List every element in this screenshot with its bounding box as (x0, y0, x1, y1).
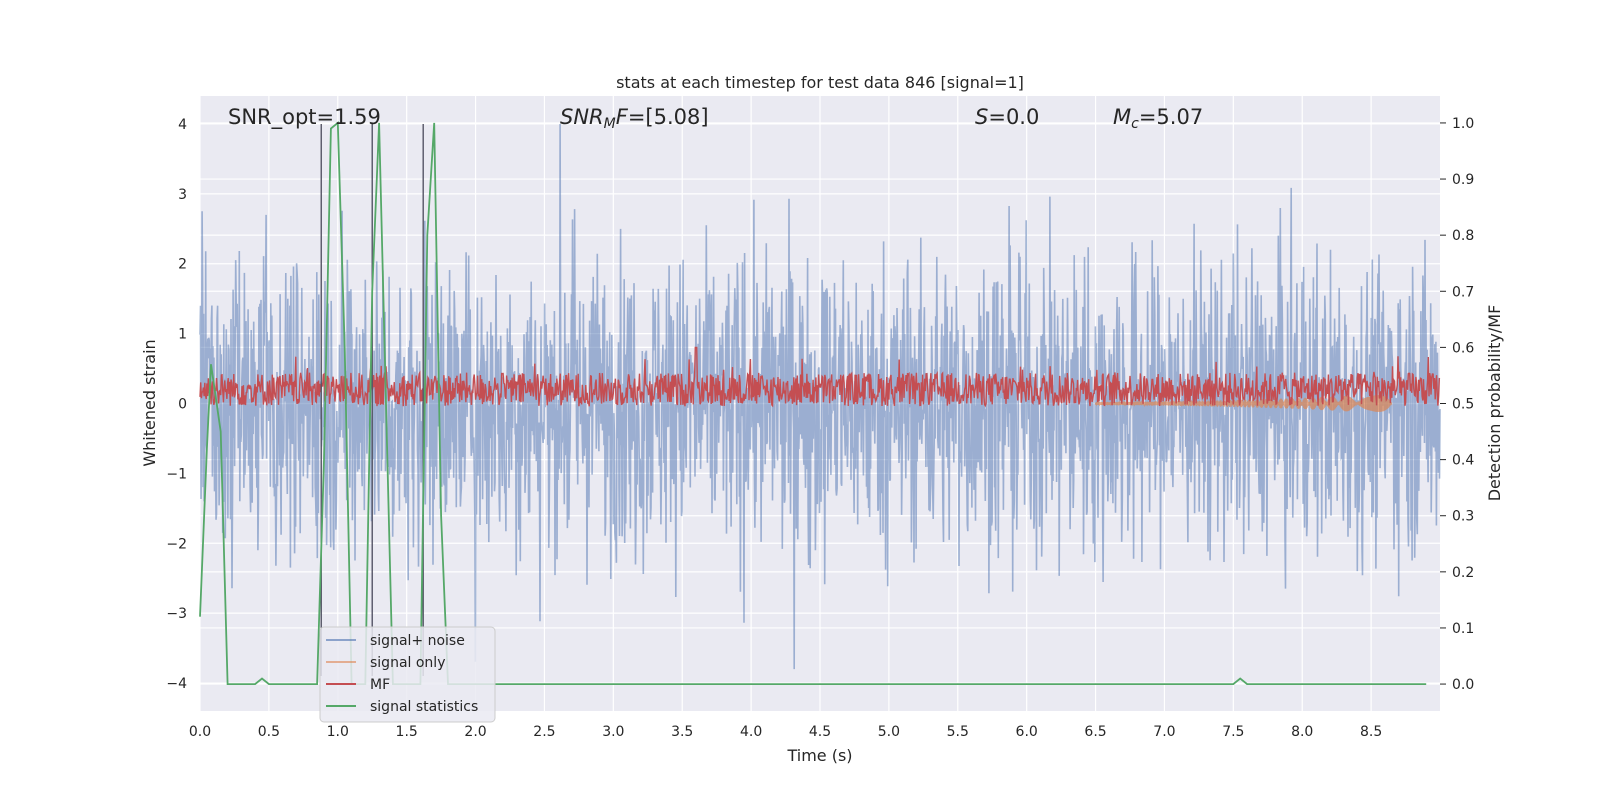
y2-tick-label: 0.3 (1452, 509, 1474, 525)
y-tick-label: 0 (178, 397, 187, 413)
y-tick-label: 4 (178, 117, 187, 133)
x-tick-label: 6.5 (1084, 724, 1106, 740)
y2-tick-label: 0.5 (1452, 397, 1474, 413)
series-mf (199, 346, 1441, 408)
vertical-markers (320, 123, 424, 677)
x-tick-label: 4.5 (809, 724, 831, 740)
y-tick-label: 3 (178, 187, 187, 203)
x-tick-label: 0.0 (189, 724, 211, 740)
annotation-snr-mf: SNRMF=[5.08] (560, 105, 709, 132)
y-tick-label: 2 (178, 257, 187, 273)
x-tick-label: 0.5 (258, 724, 280, 740)
legend-label: signal only (370, 655, 445, 671)
y2-tick-label: 1.0 (1452, 116, 1474, 132)
legend-label: signal statistics (370, 699, 478, 715)
x-tick-label: 3.5 (671, 724, 693, 740)
y2-tick-label: 0.4 (1452, 453, 1474, 469)
signal-only-line (1094, 395, 1393, 412)
x-tick-label: 4.0 (740, 724, 762, 740)
y2-tick-label: 0.6 (1452, 340, 1474, 356)
y2-axis-label: Detection probability/MF (1485, 305, 1504, 502)
x-tick-label: 2.5 (533, 724, 555, 740)
legend-box (319, 626, 496, 723)
annotation-mc: Mc=5.07 (1113, 105, 1203, 132)
y2-tick-label: 0.8 (1452, 228, 1474, 244)
y-tick-label: −2 (166, 536, 187, 552)
signal-statistics-line (199, 121, 1427, 685)
mf-line (199, 346, 1441, 408)
legend-label: signal+ noise (370, 633, 465, 649)
x-tick-label: 3.0 (602, 724, 624, 740)
annotation-s: S=0.0 (975, 105, 1039, 129)
y-tick-labels: −4 −3 −2 −1 0 1 2 3 4 (166, 117, 187, 692)
chart-title: stats at each timestep for test data 846… (616, 73, 1024, 92)
y-tick-label: 1 (178, 327, 187, 343)
legend-label: MF (370, 677, 390, 693)
y-tick-label: −1 (166, 466, 187, 482)
x-axis-label: Time (s) (786, 746, 852, 765)
y2-tick-label: 0.7 (1452, 284, 1474, 300)
y2-tick-label: 0.9 (1452, 172, 1474, 188)
x-tick-label: 5.0 (878, 724, 900, 740)
x-tick-label: 5.5 (947, 724, 969, 740)
x-tick-label: 6.0 (1016, 724, 1038, 740)
x-tick-label: 7.5 (1222, 724, 1244, 740)
series-signal-only (1094, 395, 1393, 412)
y2-tick-label: 0.2 (1452, 565, 1474, 581)
y2-tick-labels: 0.0 0.1 0.2 0.3 0.4 0.5 0.6 0.7 0.8 0.9 1.0 (1440, 116, 1474, 693)
x-tick-label: 2.0 (464, 724, 486, 740)
x-tick-labels: 0.0 0.5 1.0 1.5 2.0 2.5 3.0 3.5 4.0 4.5 5.0 5.5 6.0 6… (189, 724, 1382, 740)
x-tick-label: 1.5 (396, 724, 418, 740)
y-axis-label: Whitened strain (140, 339, 159, 466)
y2-tick-label: 0.1 (1452, 621, 1474, 637)
annotation-snr-opt: SNR_opt=1.59 (228, 105, 381, 130)
legend: signal+ noise signal only MF signal statist… (319, 626, 496, 723)
x-tick-label: 8.5 (1360, 724, 1382, 740)
x-tick-label: 7.0 (1153, 724, 1175, 740)
y2-tick-label: 0.0 (1452, 677, 1474, 693)
x-tick-label: 8.0 (1291, 724, 1313, 740)
x-tick-label: 1.0 (327, 724, 349, 740)
y-tick-label: −3 (166, 606, 187, 622)
y-tick-label: −4 (166, 676, 187, 692)
series-signal-statistics (199, 121, 1427, 685)
